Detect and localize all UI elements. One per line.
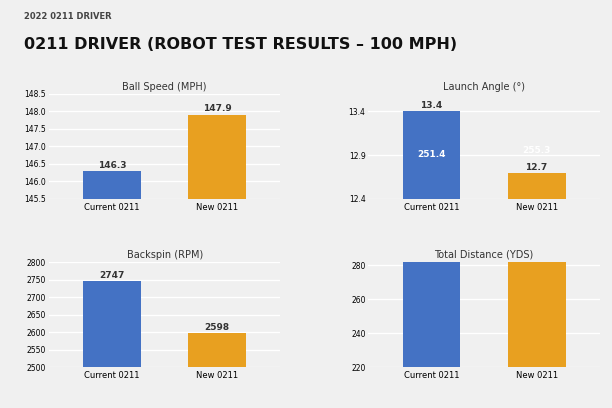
Text: 147.9: 147.9: [203, 104, 232, 113]
Title: Backspin (RPM): Backspin (RPM): [127, 250, 203, 260]
Bar: [83, 281, 141, 408]
Title: Ball Speed (MPH): Ball Speed (MPH): [122, 82, 207, 92]
Text: 12.7: 12.7: [526, 163, 548, 172]
Bar: [508, 173, 565, 408]
Text: 2598: 2598: [204, 323, 230, 332]
Bar: [83, 171, 141, 408]
Bar: [188, 333, 246, 408]
Text: 251.4: 251.4: [417, 150, 446, 159]
Title: Total Distance (YDS): Total Distance (YDS): [435, 250, 534, 260]
Bar: [508, 0, 565, 367]
Text: 255.3: 255.3: [523, 146, 551, 155]
Text: 2022 0211 DRIVER: 2022 0211 DRIVER: [24, 12, 112, 21]
Bar: [403, 111, 460, 408]
Text: 0211 DRIVER (ROBOT TEST RESULTS – 100 MPH): 0211 DRIVER (ROBOT TEST RESULTS – 100 MP…: [24, 37, 458, 52]
Title: Launch Angle (°): Launch Angle (°): [443, 82, 525, 92]
Bar: [403, 0, 460, 367]
Text: 146.3: 146.3: [98, 160, 126, 170]
Text: 13.4: 13.4: [420, 102, 442, 111]
Bar: [188, 115, 246, 408]
Text: 2747: 2747: [99, 271, 125, 280]
